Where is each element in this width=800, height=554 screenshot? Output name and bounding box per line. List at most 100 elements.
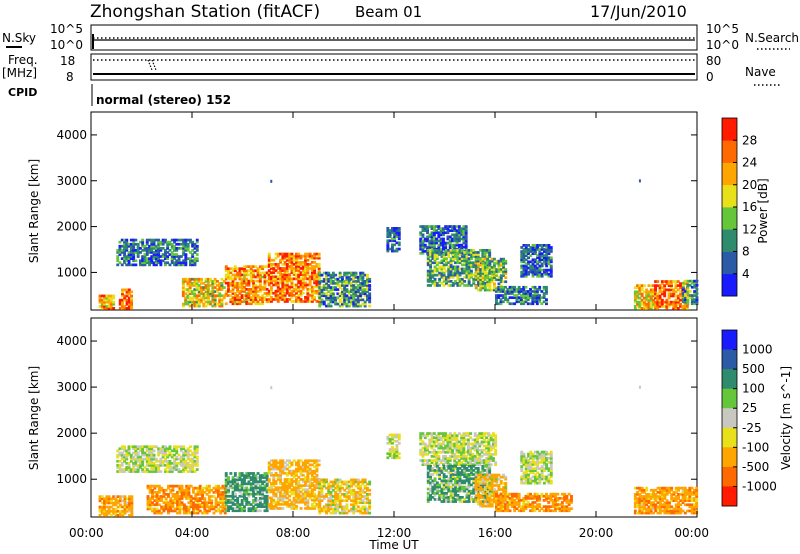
echo-cell bbox=[164, 257, 167, 260]
echo-cell bbox=[485, 255, 489, 258]
echo-cell bbox=[295, 300, 298, 303]
echo-cell bbox=[540, 296, 544, 299]
echo-cell bbox=[182, 459, 186, 463]
echo-cell bbox=[660, 302, 664, 306]
echo-cell bbox=[454, 267, 457, 271]
echo-cell bbox=[245, 476, 249, 479]
echo-cell bbox=[193, 280, 197, 283]
echo-cell bbox=[540, 256, 544, 260]
echo-cell bbox=[114, 497, 118, 501]
echo-cell bbox=[136, 249, 140, 252]
echo-cell bbox=[439, 231, 443, 235]
echo-cell bbox=[325, 277, 328, 281]
echo-cell bbox=[645, 288, 649, 292]
echo-cell bbox=[175, 247, 179, 250]
echo-cell bbox=[254, 300, 258, 304]
echo-cell bbox=[456, 249, 460, 252]
echo-cell bbox=[513, 285, 517, 289]
echo-cell bbox=[306, 484, 310, 487]
echo-cell bbox=[159, 462, 163, 465]
echo-cell bbox=[313, 484, 317, 487]
echo-cell bbox=[123, 503, 127, 507]
echo-cell bbox=[299, 294, 303, 297]
echo-cell bbox=[433, 257, 437, 260]
echo-cell bbox=[148, 488, 152, 492]
echo-cell bbox=[356, 497, 360, 500]
echo-cell bbox=[173, 247, 176, 250]
echo-cell bbox=[495, 290, 498, 293]
echo-cell bbox=[123, 453, 126, 457]
echo-cell bbox=[322, 284, 326, 287]
echo-cell bbox=[213, 282, 217, 285]
echo-cell bbox=[526, 294, 530, 297]
echo-cell bbox=[233, 509, 237, 513]
echo-cell bbox=[467, 261, 471, 265]
echo-cell bbox=[462, 233, 466, 237]
echo-cell bbox=[125, 263, 129, 267]
echo-cell bbox=[352, 296, 356, 300]
echo-cell bbox=[542, 300, 546, 304]
echo-cell bbox=[173, 253, 176, 256]
echo-cell bbox=[447, 253, 451, 256]
echo-cell bbox=[334, 277, 338, 281]
echo-cell bbox=[633, 300, 637, 304]
echo-cell bbox=[455, 239, 459, 243]
echo-cell bbox=[656, 302, 660, 306]
echo-cell bbox=[153, 507, 157, 511]
echo-cell bbox=[354, 273, 358, 277]
echo-cell bbox=[184, 240, 188, 244]
echo-cell bbox=[285, 467, 289, 471]
echo-cell bbox=[129, 457, 133, 461]
echo-cell bbox=[310, 507, 314, 510]
echo-cell bbox=[252, 486, 255, 490]
echo-cell bbox=[195, 288, 199, 291]
echo-cell bbox=[438, 265, 442, 269]
echo-cell bbox=[310, 271, 314, 274]
echo-cell bbox=[462, 432, 466, 435]
echo-cell bbox=[442, 446, 445, 450]
echo-cell bbox=[231, 273, 235, 277]
echo-cell bbox=[361, 491, 365, 494]
echo-cell bbox=[388, 239, 392, 243]
echo-cell bbox=[227, 507, 230, 510]
echo-cell bbox=[103, 505, 106, 509]
echo-cell bbox=[201, 511, 204, 515]
echo-cell bbox=[442, 284, 446, 287]
echo-cell bbox=[121, 511, 125, 515]
echo-cell bbox=[120, 464, 124, 467]
echo-cell bbox=[164, 451, 167, 455]
echo-cell bbox=[295, 289, 298, 293]
echo-cell bbox=[227, 281, 230, 285]
echo-cell bbox=[270, 467, 273, 471]
echo-cell bbox=[343, 300, 347, 304]
echo-cell bbox=[243, 275, 246, 279]
echo-cell bbox=[356, 275, 360, 279]
echo-cell bbox=[272, 465, 276, 469]
echo-cell bbox=[643, 298, 646, 302]
echo-cell bbox=[285, 291, 289, 295]
echo-cell bbox=[231, 277, 235, 281]
echo-cell bbox=[164, 497, 168, 500]
echo-cell bbox=[193, 259, 197, 263]
echo-cell bbox=[490, 268, 494, 271]
echo-cell bbox=[347, 497, 351, 500]
echo-cell bbox=[152, 445, 156, 449]
echo-cell bbox=[665, 305, 669, 308]
echo-cell bbox=[243, 294, 246, 297]
echo-cell bbox=[299, 484, 303, 487]
echo-cell bbox=[504, 280, 508, 284]
echo-cell bbox=[245, 265, 249, 268]
echo-cell bbox=[245, 501, 249, 504]
echo-cell bbox=[439, 446, 443, 450]
echo-cell bbox=[522, 266, 526, 270]
echo-cell bbox=[252, 501, 255, 504]
echo-cell bbox=[393, 243, 397, 247]
echo-cell bbox=[504, 296, 507, 299]
echo-cell bbox=[168, 470, 172, 473]
echo-cell bbox=[304, 492, 307, 496]
echo-cell bbox=[265, 478, 269, 481]
echo-cell bbox=[249, 290, 253, 293]
echo-cell bbox=[285, 273, 289, 276]
echo-cell bbox=[435, 225, 439, 228]
echo-cell bbox=[336, 493, 340, 496]
